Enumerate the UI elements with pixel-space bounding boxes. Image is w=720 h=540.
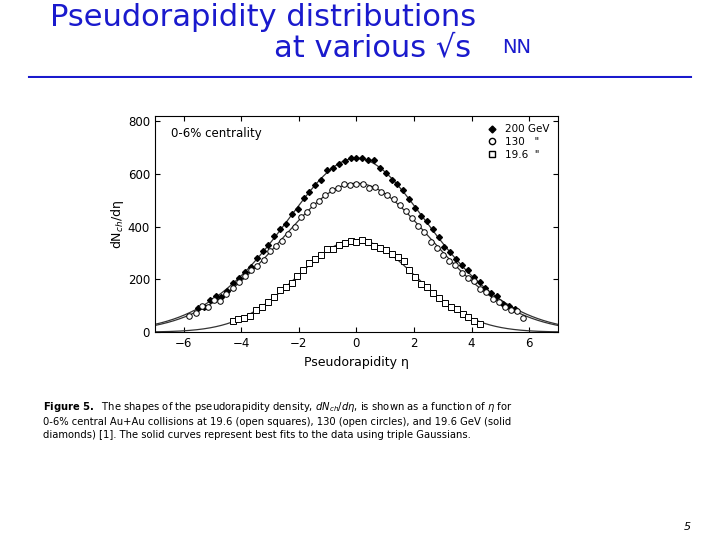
- Legend: 200 GeV, 130   ", 19.6  ": 200 GeV, 130 ", 19.6 ": [478, 122, 553, 163]
- Y-axis label: dN$_{ch}$/dη: dN$_{ch}$/dη: [109, 200, 126, 248]
- Text: 0-6% centrality: 0-6% centrality: [171, 127, 261, 140]
- Text: 5: 5: [684, 522, 691, 532]
- Text: Pseudorapidity distributions: Pseudorapidity distributions: [50, 3, 477, 32]
- Text: NN: NN: [503, 38, 531, 57]
- X-axis label: Pseudorapidity η: Pseudorapidity η: [304, 355, 409, 368]
- Text: $\mathbf{Figure\ 5.}$  The shapes of the pseudorapidity density, $dN_{ch}/d\eta$: $\mathbf{Figure\ 5.}$ The shapes of the …: [43, 400, 513, 440]
- Text: at various √s: at various √s: [274, 33, 471, 62]
